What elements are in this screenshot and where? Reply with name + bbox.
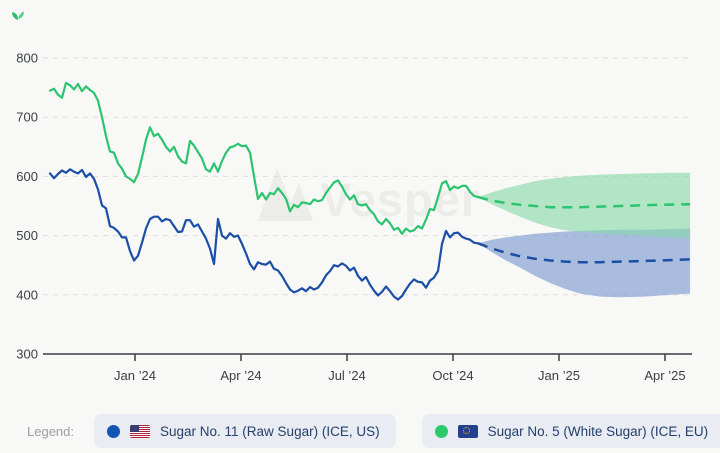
legend-chips: Sugar No. 11 (Raw Sugar) (ICE, US) Sugar…	[94, 414, 720, 448]
x-tick-label: Jan ’24	[114, 368, 156, 383]
x-tick-label: Jan ’25	[538, 368, 580, 383]
x-axis	[43, 353, 692, 361]
forecast-line[interactable]	[477, 195, 691, 209]
x-tick-label: Apr ’25	[644, 368, 685, 383]
y-tick-label: 400	[16, 287, 38, 302]
axis-labels: 800 700 600 500 400 300 Jan ’24 Apr ’24 Jul ’24 O…	[16, 51, 685, 384]
legend-item-text: Sugar No. 11 (Raw Sugar) (ICE, US)	[160, 423, 380, 439]
watermark: Vesper	[258, 168, 480, 226]
x-tick-label: Apr ’24	[220, 368, 261, 383]
legend-item-raw-sugar[interactable]: Sugar No. 11 (Raw Sugar) (ICE, US)	[94, 414, 396, 448]
eu-flag-icon	[457, 424, 478, 438]
history-line[interactable]	[48, 81, 480, 235]
forecast-confidence-bands	[478, 172, 691, 298]
legend-label: Legend:	[27, 423, 74, 439]
sprout-leaf-icon	[12, 11, 24, 20]
y-tick-label: 800	[16, 51, 38, 66]
series-color-dot-green	[434, 424, 448, 438]
legend-item-text: Sugar No. 5 (White Sugar) (ICE, EU)	[487, 423, 709, 439]
x-tick-label: Jul ’24	[328, 368, 366, 383]
series-color-dot-blue	[107, 424, 120, 438]
vesper-watermark-icon	[258, 168, 313, 221]
y-tick-label: 300	[16, 347, 38, 362]
us-flag-icon	[130, 424, 150, 438]
y-tick-label: 500	[16, 228, 38, 243]
y-tick-label: 700	[16, 110, 38, 125]
y-tick-label: 600	[16, 169, 38, 184]
x-tick-label: Oct ’24	[432, 368, 473, 383]
price-chart: Vesper 800 700 600 500 400 300 Jan ’24 Apr ’24 J…	[16, 51, 692, 384]
series-lines	[48, 81, 691, 301]
legend-item-white-sugar[interactable]: Sugar No. 5 (White Sugar) (ICE, EU)	[421, 414, 720, 448]
confidence-band	[478, 172, 691, 239]
history-line[interactable]	[48, 168, 480, 301]
legend: Legend: Sugar No. 11 (Raw Sugar) (ICE, U…	[0, 412, 720, 450]
watermark-text: Vesper	[320, 173, 480, 226]
forecast-line[interactable]	[477, 242, 691, 264]
